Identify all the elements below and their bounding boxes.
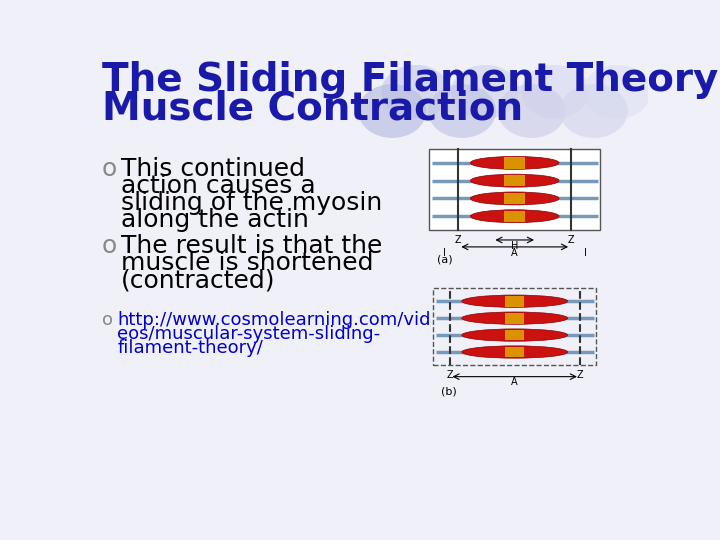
- Ellipse shape: [521, 65, 589, 119]
- Text: (contracted): (contracted): [121, 268, 276, 292]
- Ellipse shape: [470, 210, 559, 222]
- Text: sliding of the myosin: sliding of the myosin: [121, 191, 382, 215]
- Ellipse shape: [462, 329, 567, 341]
- Text: This continued: This continued: [121, 157, 305, 181]
- Bar: [505, 296, 524, 307]
- Text: H: H: [511, 241, 518, 251]
- Bar: [505, 175, 525, 186]
- Bar: [505, 313, 524, 323]
- Text: The result is that the: The result is that the: [121, 234, 382, 258]
- Text: (b): (b): [441, 387, 456, 397]
- Text: http://www.cosmolearning.com/vid: http://www.cosmolearning.com/vid: [117, 311, 431, 329]
- Ellipse shape: [462, 295, 567, 307]
- Text: along the actin: along the actin: [121, 208, 309, 232]
- Ellipse shape: [470, 174, 559, 187]
- Ellipse shape: [462, 346, 567, 358]
- Ellipse shape: [498, 84, 566, 138]
- Text: A: A: [511, 248, 518, 258]
- Text: Z: Z: [567, 234, 575, 245]
- Ellipse shape: [470, 192, 559, 205]
- Bar: [429, 149, 600, 230]
- Ellipse shape: [470, 157, 559, 170]
- Text: Z: Z: [446, 370, 453, 380]
- Bar: [505, 193, 525, 204]
- Text: o: o: [102, 157, 117, 181]
- Text: eos/muscular-system-sliding-: eos/muscular-system-sliding-: [117, 325, 380, 343]
- Text: I: I: [443, 248, 446, 258]
- Bar: [505, 211, 525, 222]
- Ellipse shape: [559, 84, 628, 138]
- Text: action causes a: action causes a: [121, 174, 315, 198]
- Bar: [505, 330, 524, 340]
- Text: filament-theory/: filament-theory/: [117, 339, 263, 357]
- Text: Muscle Contraction: Muscle Contraction: [102, 90, 523, 128]
- Text: Z: Z: [455, 234, 462, 245]
- Text: o: o: [102, 234, 117, 258]
- Text: Z: Z: [577, 370, 583, 380]
- Text: The Sliding Filament Theory of: The Sliding Filament Theory of: [102, 62, 720, 99]
- Ellipse shape: [583, 65, 651, 119]
- Text: I: I: [584, 248, 587, 258]
- Text: o: o: [102, 311, 112, 329]
- Ellipse shape: [451, 65, 519, 119]
- Ellipse shape: [382, 65, 449, 119]
- Bar: [505, 347, 524, 357]
- Ellipse shape: [462, 312, 567, 325]
- Text: (a): (a): [437, 254, 453, 265]
- Bar: [505, 157, 525, 168]
- Text: muscle is shortened: muscle is shortened: [121, 251, 374, 275]
- Ellipse shape: [428, 84, 496, 138]
- Ellipse shape: [358, 84, 426, 138]
- Text: A: A: [511, 377, 518, 387]
